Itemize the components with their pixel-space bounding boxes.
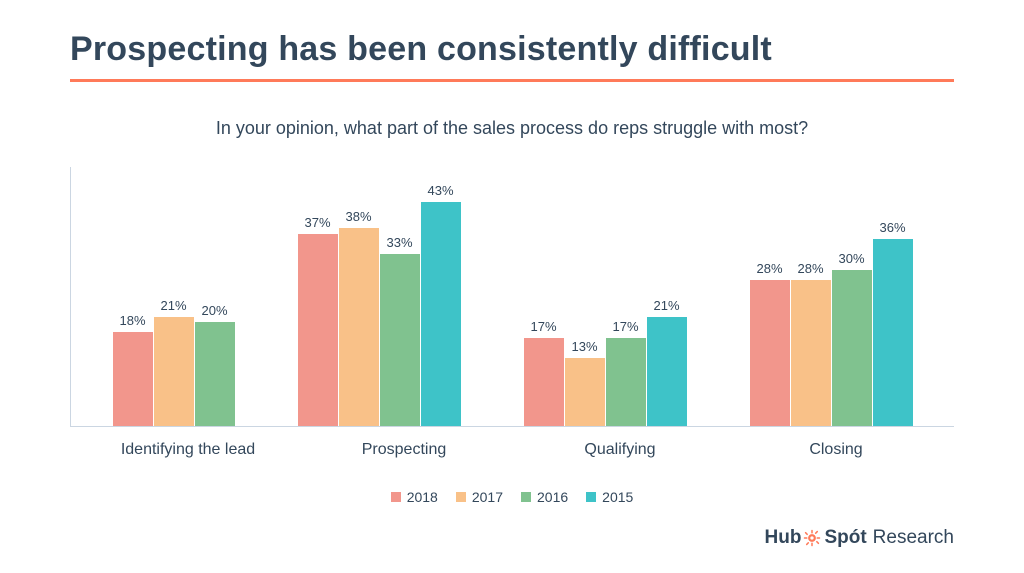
bar [647,317,687,426]
bar [339,228,379,426]
legend-swatch [586,492,596,502]
bar-value-label: 21% [653,298,679,313]
bar-wrap: 17% [524,167,564,426]
chart-xlabel: Identifying the lead [98,441,278,459]
bar [154,317,194,426]
legend-item: 2015 [586,489,633,505]
legend-label: 2017 [472,489,503,505]
bar [113,332,153,426]
chart-xlabel: Closing [746,441,926,459]
legend-label: 2018 [407,489,438,505]
bar [832,270,872,426]
bar-value-label: 30% [838,251,864,266]
bar-wrap: 33% [380,167,420,426]
bar-value-label: 13% [571,339,597,354]
sprocket-icon [803,529,821,547]
chart-legend: 2018 2017 2016 2015 [70,489,954,505]
bar-wrap: 37% [298,167,338,426]
chart-group: 17% 13% 17% 21% [524,167,687,426]
chart-groups: 18% 21% 20% 37% 38% 33% 43% 17% 13% 17% 21% 28% 28% 3… [71,167,954,426]
bar-value-label: 38% [345,209,371,224]
footer: Hub Spót Research [70,527,954,553]
bar-wrap: 21% [154,167,194,426]
logo-text-spot: Spót [824,527,866,549]
bar [565,358,605,426]
bar-value-label: 28% [756,261,782,276]
title-rule [70,79,954,82]
legend-swatch [521,492,531,502]
bar-wrap: 36% [873,167,913,426]
bar [606,338,646,426]
bar-wrap: 28% [750,167,790,426]
page-title: Prospecting has been consistently diffic… [70,30,954,69]
bar-wrap: 30% [832,167,872,426]
bar-value-label: 18% [119,313,145,328]
bar-value-label: 33% [386,235,412,250]
bar-wrap: 43% [421,167,461,426]
logo-text-hub: Hub [765,527,802,549]
chart-xlabel: Qualifying [530,441,710,459]
bar-value-label: 37% [304,215,330,230]
legend-label: 2015 [602,489,633,505]
bar [195,322,235,426]
bar-value-label: 43% [427,183,453,198]
chart-xlabels: Identifying the lead Prospecting Qualifyin… [70,441,954,459]
legend-item: 2018 [391,489,438,505]
bar-value-label: 28% [797,261,823,276]
legend-swatch [456,492,466,502]
bar [873,239,913,426]
logo-text-research: Research [873,527,954,549]
chart-xlabel: Prospecting [314,441,494,459]
hubspot-logo: Hub Spót Research [765,527,954,549]
bar-wrap: 20% [195,167,235,426]
bar-wrap: 17% [606,167,646,426]
chart-group: 28% 28% 30% 36% [750,167,913,426]
bar-wrap: 28% [791,167,831,426]
bar-wrap: 38% [339,167,379,426]
bar [524,338,564,426]
chart-group: 18% 21% 20% [113,167,235,426]
legend-item: 2016 [521,489,568,505]
bar [298,234,338,426]
bar-value-label: 36% [879,220,905,235]
bar-value-label: 21% [160,298,186,313]
bar [380,254,420,426]
bar-value-label: 17% [612,319,638,334]
legend-label: 2016 [537,489,568,505]
bar-wrap: 21% [647,167,687,426]
bar-value-label: 17% [530,319,556,334]
legend-swatch [391,492,401,502]
bar-value-label: 20% [201,303,227,318]
chart-subtitle: In your opinion, what part of the sales … [70,118,954,139]
bar [421,202,461,426]
bar-wrap: 18% [113,167,153,426]
slide: Prospecting has been consistently diffic… [0,0,1024,573]
bar [791,280,831,426]
bar-wrap: 13% [565,167,605,426]
legend-item: 2017 [456,489,503,505]
chart-plot-area: 18% 21% 20% 37% 38% 33% 43% 17% 13% 17% 21% 28% 28% 3… [70,167,954,427]
chart-group: 37% 38% 33% 43% [298,167,461,426]
bar [750,280,790,426]
